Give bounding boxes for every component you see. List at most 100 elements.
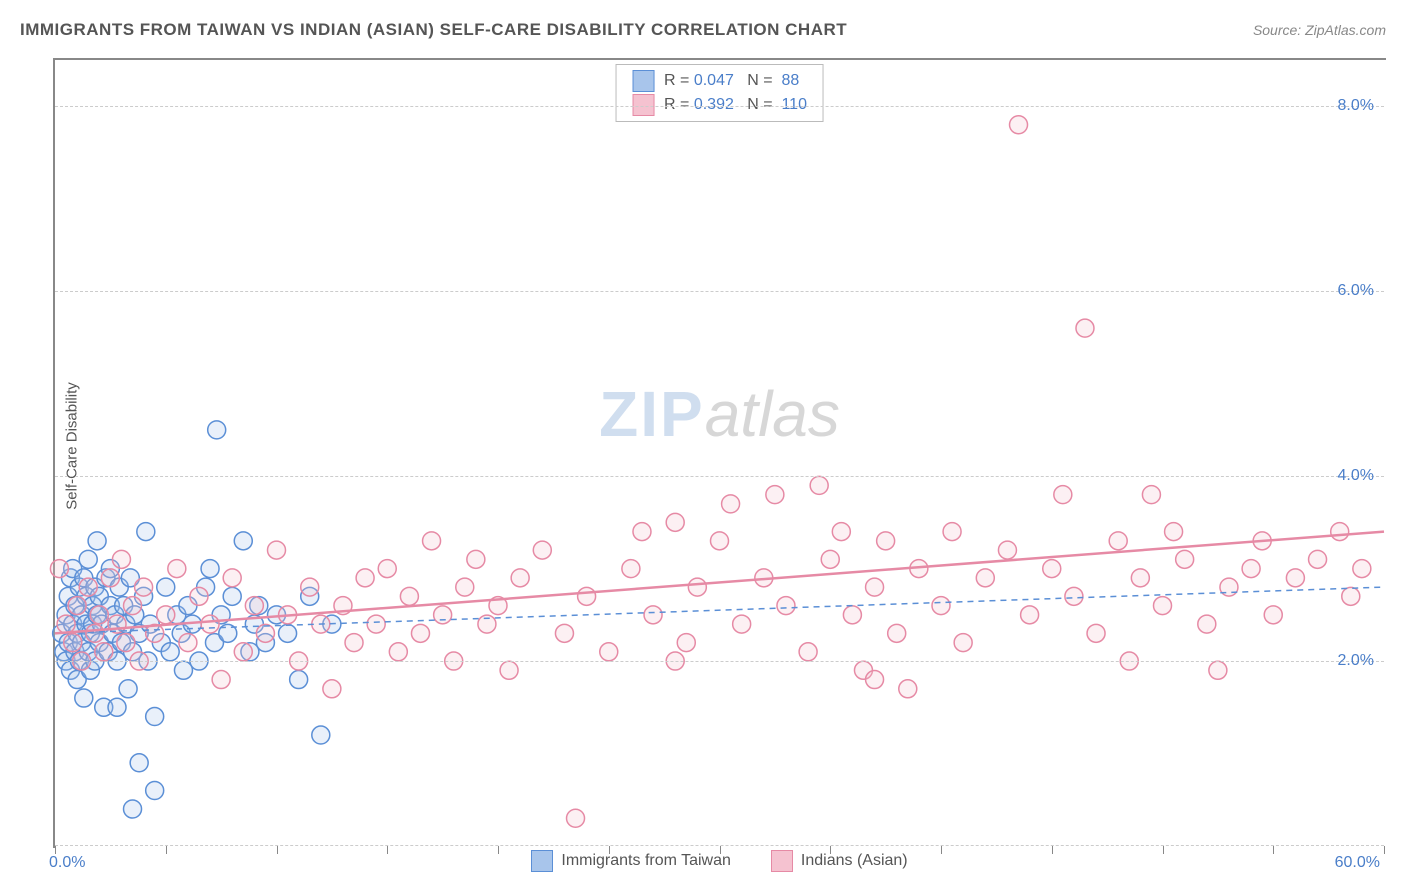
scatter-point-indian [1264,606,1282,624]
scatter-point-indian [1131,569,1149,587]
scatter-point-indian [976,569,994,587]
scatter-point-taiwan [119,680,137,698]
y-tick-label: 2.0% [1338,652,1374,670]
scatter-point-taiwan [79,550,97,568]
scatter-point-taiwan [146,782,164,800]
scatter-point-indian [57,615,75,633]
x-tick [55,846,56,854]
scatter-point-indian [157,606,175,624]
x-tick [1384,846,1385,854]
scatter-point-indian [633,523,651,541]
x-axis-label-min: 0.0% [49,854,85,872]
scatter-point-indian [1021,606,1039,624]
x-tick [830,846,831,854]
legend-swatch-taiwan [632,70,654,92]
gridline [55,661,1384,662]
scatter-point-indian [500,661,518,679]
scatter-point-indian [888,624,906,642]
scatter-point-indian [1242,560,1260,578]
x-tick [609,846,610,854]
stats-legend-row-taiwan: R = 0.047 N = 88 [632,69,807,93]
scatter-point-indian [600,643,618,661]
scatter-point-taiwan [130,754,148,772]
scatter-point-indian [323,680,341,698]
scatter-point-indian [1286,569,1304,587]
scatter-point-indian [766,486,784,504]
scatter-point-indian [1176,550,1194,568]
stats-legend-row-indian: R = 0.392 N = 110 [632,93,807,117]
scatter-point-taiwan [290,671,308,689]
scatter-point-indian [124,597,142,615]
scatter-point-indian [1198,615,1216,633]
scatter-point-indian [456,578,474,596]
scatter-point-indian [1087,624,1105,642]
scatter-point-indian [666,513,684,531]
scatter-point-indian [86,624,104,642]
series-legend-label-taiwan: Immigrants from Taiwan [561,852,731,870]
scatter-point-indian [179,634,197,652]
scatter-point-taiwan [88,532,106,550]
scatter-point-taiwan [108,698,126,716]
scatter-point-indian [411,624,429,642]
scatter-point-indian [843,606,861,624]
scatter-point-indian [101,569,119,587]
legend-text-taiwan: R = 0.047 N = 88 [664,72,799,90]
scatter-point-indian [810,476,828,494]
scatter-point-indian [268,541,286,559]
series-legend-item-indian: Indians (Asian) [771,850,908,872]
scatter-point-taiwan [223,587,241,605]
scatter-point-indian [622,560,640,578]
scatter-point-taiwan [137,523,155,541]
stats-legend: R = 0.047 N = 88 R = 0.392 N = 110 [615,64,824,122]
scatter-point-indian [799,643,817,661]
scatter-point-indian [467,550,485,568]
scatter-point-indian [866,671,884,689]
scatter-point-indian [1142,486,1160,504]
scatter-point-indian [877,532,895,550]
gridline [55,106,1384,107]
scatter-point-indian [567,809,585,827]
gridline [55,476,1384,477]
scatter-point-indian [954,634,972,652]
y-tick-label: 6.0% [1338,282,1374,300]
scatter-point-taiwan [208,421,226,439]
scatter-point-indian [832,523,850,541]
scatter-point-indian [212,671,230,689]
legend-swatch-bottom-indian [771,850,793,872]
scatter-point-indian [821,550,839,568]
scatter-point-indian [112,550,130,568]
x-tick [498,846,499,854]
scatter-point-indian [1065,587,1083,605]
scatter-point-indian [899,680,917,698]
scatter-point-indian [190,587,208,605]
legend-swatch-indian [632,94,654,116]
scatter-point-indian [777,597,795,615]
scatter-point-indian [943,523,961,541]
scatter-point-taiwan [161,643,179,661]
scatter-point-taiwan [234,532,252,550]
scatter-point-indian [64,634,82,652]
chart-container: IMMIGRANTS FROM TAIWAN VS INDIAN (ASIAN)… [0,0,1406,892]
scatter-point-indian [95,643,113,661]
series-legend-label-indian: Indians (Asian) [801,852,908,870]
scatter-point-indian [644,606,662,624]
scatter-point-taiwan [157,578,175,596]
scatter-point-indian [1309,550,1327,568]
scatter-point-indian [389,643,407,661]
scatter-point-indian [722,495,740,513]
scatter-point-indian [79,578,97,596]
x-tick [1052,846,1053,854]
scatter-point-indian [1331,523,1349,541]
scatter-point-indian [245,597,263,615]
chart-svg [55,60,1384,846]
legend-text-indian: R = 0.392 N = 110 [664,96,807,114]
scatter-point-indian [90,606,108,624]
scatter-point-indian [733,615,751,633]
scatter-point-taiwan [124,800,142,818]
scatter-point-indian [117,634,135,652]
scatter-point-indian [345,634,363,652]
scatter-point-indian [223,569,241,587]
scatter-point-indian [1342,587,1360,605]
scatter-point-indian [533,541,551,559]
x-tick [277,846,278,854]
